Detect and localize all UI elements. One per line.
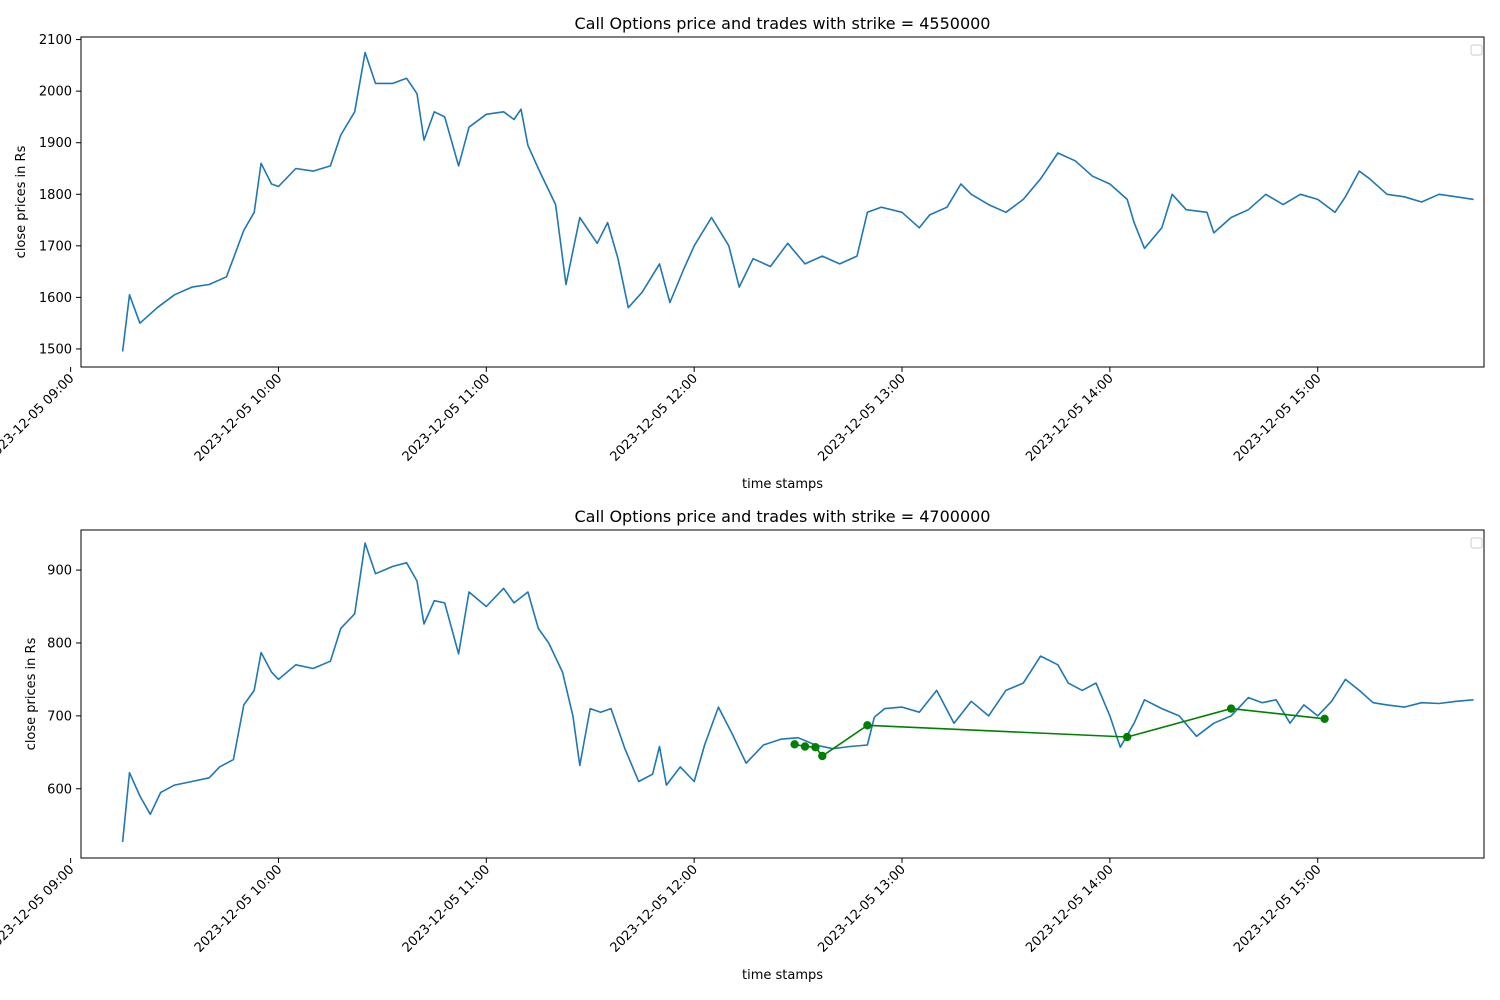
x-tick-label: 2023-12-05 13:00 bbox=[815, 371, 908, 464]
y-tick-label: 1500 bbox=[39, 342, 72, 357]
x-tick-label: 2023-12-05 12:00 bbox=[608, 371, 701, 464]
y-tick-label: 600 bbox=[47, 782, 72, 797]
x-tick-label: 2023-12-05 09:00 bbox=[0, 862, 77, 955]
x-tick-label: 2023-12-05 11:00 bbox=[400, 371, 493, 464]
x-tick-label: 2023-12-05 14:00 bbox=[1023, 371, 1116, 464]
x-tick-label: 2023-12-05 15:00 bbox=[1231, 371, 1324, 464]
legend-box bbox=[1470, 44, 1483, 56]
y-tick-label: 1700 bbox=[39, 239, 72, 254]
y-axis-label: close prices in Rs bbox=[14, 145, 29, 258]
y-tick-label: 1900 bbox=[39, 136, 72, 151]
y-tick-label: 2000 bbox=[39, 85, 72, 100]
x-tick-label: 2023-12-05 15:00 bbox=[1231, 862, 1324, 955]
y-tick-label: 2100 bbox=[39, 33, 72, 48]
y-axis-label: close prices in Rs bbox=[24, 637, 39, 750]
legend-box bbox=[1470, 537, 1483, 549]
x-axis-label: time stamps bbox=[742, 968, 823, 983]
price-series-line bbox=[121, 542, 1474, 843]
x-tick-label: 2023-12-05 11:00 bbox=[400, 862, 493, 955]
x-tick-label: 2023-12-05 14:00 bbox=[1023, 862, 1116, 955]
price-series-line bbox=[121, 51, 1474, 352]
plot-area-frame bbox=[80, 36, 1485, 368]
y-tick-label: 800 bbox=[47, 636, 72, 651]
x-tick-label: 2023-12-05 09:00 bbox=[0, 371, 77, 464]
x-tick-label: 2023-12-05 10:00 bbox=[192, 862, 285, 955]
trade-marker bbox=[818, 751, 827, 761]
trade-marker bbox=[1320, 714, 1329, 723]
y-tick-label: 700 bbox=[47, 709, 72, 724]
x-tick-label: 2023-12-05 12:00 bbox=[608, 862, 701, 955]
y-tick-label: 900 bbox=[47, 564, 72, 579]
y-tick-label: 1800 bbox=[39, 188, 72, 203]
chart-panel-1: Call Options price and trades with strik… bbox=[0, 14, 1485, 492]
trade-marker bbox=[800, 742, 810, 751]
x-axis-label: time stamps bbox=[742, 477, 823, 492]
chart-title: Call Options price and trades with strik… bbox=[575, 14, 991, 33]
y-tick-label: 1600 bbox=[39, 291, 72, 306]
chart-panel-2: Call Options price and trades with strik… bbox=[0, 507, 1485, 983]
x-tick-label: 2023-12-05 13:00 bbox=[815, 862, 908, 955]
chart-title: Call Options price and trades with strik… bbox=[575, 507, 991, 526]
trade-line bbox=[794, 707, 1325, 758]
trade-marker bbox=[790, 740, 799, 749]
trade-marker bbox=[811, 743, 820, 752]
plot-area-frame bbox=[80, 529, 1485, 859]
trade-marker bbox=[1226, 704, 1236, 713]
trade-marker bbox=[863, 721, 872, 730]
x-tick-label: 2023-12-05 10:00 bbox=[192, 371, 285, 464]
trade-marker bbox=[1123, 732, 1132, 742]
